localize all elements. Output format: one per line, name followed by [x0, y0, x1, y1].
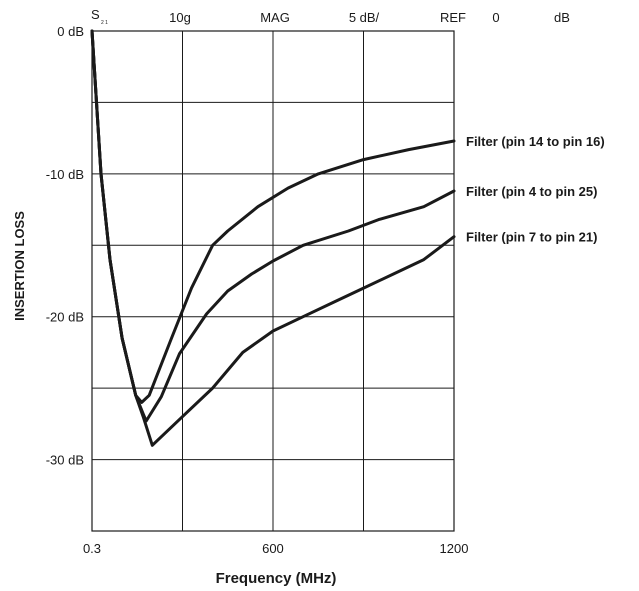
x-tick-labels: 0.3 600 1200 [83, 541, 469, 556]
header-s-subscript: 2 1 [101, 20, 108, 26]
series-labels: Filter (pin 14 to pin 16) Filter (pin 4 t… [466, 134, 605, 245]
header-ref-unit: dB [554, 10, 570, 25]
y-tick-labels: 0 dB -10 dB -20 dB -30 dB [46, 24, 84, 468]
plot-frame [91, 30, 455, 532]
y-tick-label: -30 dB [46, 453, 84, 468]
chart-header: S 2 1 10g MAG 5 dB/ REF 0 dB [91, 7, 570, 26]
y-axis-label: INSERTION LOSS [12, 211, 27, 321]
x-axis-label: Frequency (MHz) [216, 570, 337, 587]
grid [92, 31, 454, 531]
series-label-1: Filter (pin 14 to pin 16) [466, 134, 605, 149]
series-label-2: Filter (pin 4 to pin 25) [466, 184, 597, 199]
x-tick-label: 1200 [440, 541, 469, 556]
series-line-3 [90, 29, 456, 447]
header-ref: REF [440, 10, 466, 25]
y-tick-label: -20 dB [46, 310, 84, 325]
header-mag: MAG [260, 10, 290, 25]
header-scale: 5 dB/ [349, 10, 380, 25]
x-tick-label: 600 [262, 541, 284, 556]
header-ref-value: 0 [492, 10, 499, 25]
header-format: 10g [169, 10, 191, 25]
header-s-label: S [91, 7, 100, 22]
series-lines [90, 29, 456, 447]
series-label-3: Filter (pin 7 to pin 21) [466, 230, 597, 245]
y-tick-label: 0 dB [57, 24, 84, 39]
x-tick-label: 0.3 [83, 541, 101, 556]
y-tick-label: -10 dB [46, 167, 84, 182]
